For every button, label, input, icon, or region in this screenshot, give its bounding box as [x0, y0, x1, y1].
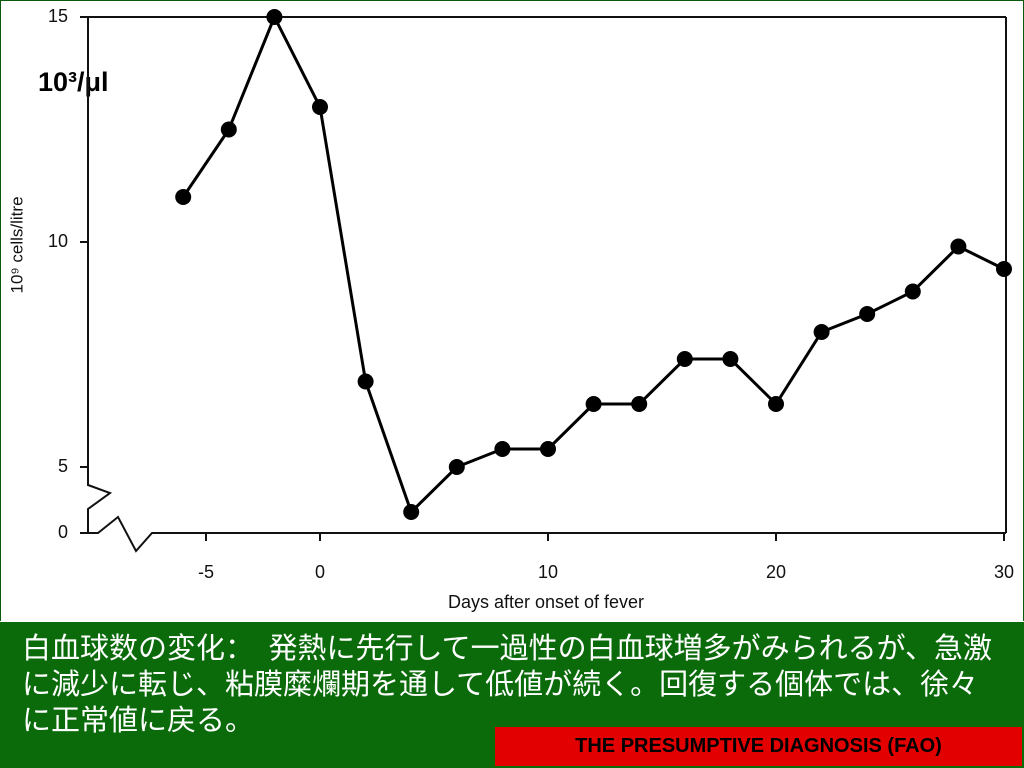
data-point — [722, 351, 739, 367]
data-point — [540, 441, 556, 457]
data-point — [859, 306, 876, 322]
x-axis — [88, 515, 1006, 553]
caption-band: 白血球数の変化： 発熱に先行して一過性の白血球増多がみられるが、急激に減少に転じ… — [0, 622, 1024, 768]
x-axis-label: Days after onset of fever — [448, 592, 644, 612]
data-point — [585, 396, 602, 412]
data-point — [813, 324, 830, 340]
data-point — [631, 396, 648, 412]
x-tick-label: 0 — [315, 562, 325, 582]
y-tick-label: 0 — [58, 522, 68, 542]
annotation: 10³/μl — [38, 67, 109, 97]
data-point — [950, 238, 967, 255]
data-point — [768, 396, 784, 412]
x-tick-label: 30 — [994, 562, 1014, 582]
y-tick-label: 10 — [48, 231, 68, 251]
data-point — [676, 351, 693, 367]
data-point — [357, 373, 374, 390]
data-point — [312, 99, 328, 115]
x-tick-label: -5 — [198, 562, 214, 582]
y-tick-label: 5 — [58, 456, 68, 476]
data-point — [220, 121, 237, 138]
y-axis — [87, 17, 113, 533]
data-point — [494, 441, 511, 457]
data-point — [448, 459, 465, 475]
source: THE PRESUMPTIVE DIAGNOSIS (FAO) — [495, 727, 1022, 766]
data-point — [996, 261, 1012, 277]
x-tick-label: 20 — [766, 562, 786, 582]
data-point — [403, 504, 420, 520]
data-point — [266, 9, 283, 25]
y-axis-label: 10⁹ cells/litre — [7, 196, 26, 293]
caption: 白血球数の変化： 発熱に先行して一過性の白血球増多がみられるが、急激に減少に転じ… — [22, 631, 993, 737]
data-line — [181, 13, 1005, 515]
chart: 10³/μl 10⁹ cells/litre Days after onset … — [7, 6, 1014, 612]
data-point — [904, 283, 921, 300]
x-tick-label: 10 — [538, 562, 558, 582]
data-point — [175, 189, 192, 205]
y-tick-label: 15 — [48, 6, 68, 26]
